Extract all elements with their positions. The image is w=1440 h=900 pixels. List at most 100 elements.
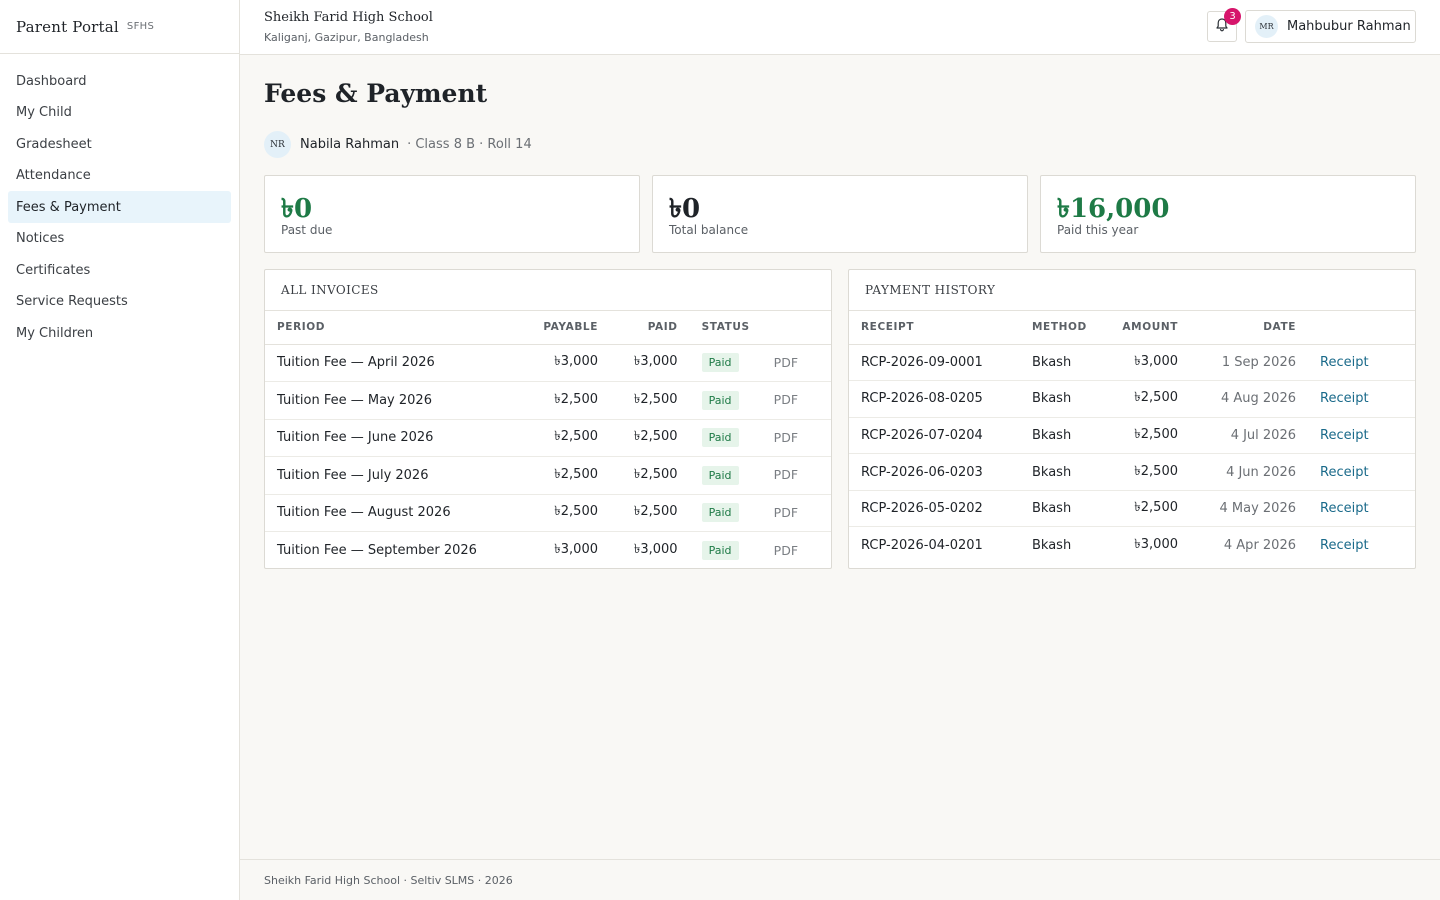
pdf-link[interactable]: PDF: [773, 429, 799, 445]
stat-card-total-balance: ৳0 Total balance: [652, 175, 1028, 253]
payment-history-title: PAYMENT HISTORY: [849, 270, 1415, 311]
table-row: Tuition Fee — September 2026 ৳3,000 ৳3,0…: [265, 532, 831, 570]
user-avatar: MR: [1255, 15, 1278, 38]
invoice-paid: ৳2,500: [610, 494, 690, 532]
table-row: RCP-2026-04-0201 Bkash ৳3,000 4 Apr 2026…: [849, 527, 1415, 564]
footer-text: Sheikh Farid High School · Seltiv SLMS ·…: [264, 873, 513, 887]
invoice-period: Tuition Fee — June 2026: [265, 419, 532, 457]
status-badge: Paid: [701, 353, 739, 373]
invoice-payable: ৳2,500: [531, 494, 610, 532]
sidebar-item-gradesheet[interactable]: Gradesheet: [16, 136, 92, 152]
stat-label: Paid this year: [1057, 223, 1139, 237]
status-badge: Paid: [701, 541, 739, 560]
status-badge: Paid: [701, 503, 739, 523]
notification-count-badge: 3: [1224, 8, 1241, 25]
column-header-payable: PAYABLE: [531, 311, 610, 345]
school-name: Sheikh Farid High School: [264, 10, 433, 25]
payment-date: 1 Sep 2026: [1190, 344, 1308, 382]
invoice-payable: ৳2,500: [531, 456, 610, 495]
receipt-link[interactable]: Receipt: [1320, 538, 1369, 554]
payment-date: 4 Aug 2026: [1190, 380, 1308, 418]
receipt-link[interactable]: Receipt: [1320, 464, 1369, 480]
column-header-actions: [761, 311, 831, 345]
payment-amount: ৳3,000: [1134, 537, 1178, 553]
payment-method: Bkash: [1020, 380, 1110, 418]
pdf-link[interactable]: PDF: [773, 467, 799, 483]
receipt-link[interactable]: Receipt: [1320, 391, 1369, 407]
receipt-link[interactable]: Receipt: [1320, 427, 1369, 443]
invoice-paid: ৳2,500: [610, 419, 690, 457]
status-badge: Paid: [701, 465, 739, 485]
invoices-title: ALL INVOICES: [265, 270, 831, 311]
sidebar-item-attendance[interactable]: Attendance: [16, 168, 91, 183]
payment-method: Bkash: [1020, 453, 1110, 491]
receipt-link[interactable]: Receipt: [1320, 354, 1369, 370]
payment-amount: ৳2,500: [1110, 417, 1190, 455]
pdf-link[interactable]: PDF: [773, 354, 799, 370]
table-row: Tuition Fee — April 2026 ৳3,000 ৳3,000 P…: [265, 344, 831, 382]
stat-label: Total balance: [669, 223, 749, 237]
table-row: RCP-2026-06-0203 Bkash ৳2,500 4 Jun 2026…: [849, 453, 1415, 491]
receipt-number: RCP-2026-09-0001: [849, 344, 1020, 382]
sidebar-item-fees-payment[interactable]: Fees & Payment: [8, 191, 231, 223]
table-row: Tuition Fee — July 2026 ৳2,500 ৳2,500 Pa…: [265, 456, 831, 495]
column-header-actions: [1308, 311, 1415, 345]
column-header-date: DATE: [1190, 311, 1308, 345]
student-avatar: NR: [264, 131, 291, 158]
payment-amount: ৳2,500: [1110, 490, 1190, 528]
invoice-payable: ৳3,000: [531, 344, 610, 382]
receipt-number: RCP-2026-08-0205: [849, 380, 1020, 418]
sidebar-item-dashboard[interactable]: Dashboard: [16, 73, 87, 89]
pdf-link[interactable]: PDF: [773, 542, 799, 558]
stat-value: ৳16,000: [1057, 194, 1170, 224]
user-name: Mahbubur Rahman: [1287, 19, 1411, 34]
receipt-number: RCP-2026-06-0203: [849, 453, 1020, 491]
invoice-period: Tuition Fee — July 2026: [265, 456, 532, 495]
stat-label: Past due: [281, 223, 333, 237]
invoice-payable: ৳3,000: [554, 542, 598, 557]
footer: Sheikh Farid High School · Seltiv SLMS ·…: [240, 859, 1440, 900]
sidebar-item-service-requests[interactable]: Service Requests: [16, 294, 128, 309]
school-location: Kaliganj, Gazipur, Bangladesh: [264, 31, 429, 44]
column-header-status: STATUS: [689, 311, 762, 345]
page-title: Fees & Payment: [264, 79, 488, 108]
invoices-panel: ALL INVOICES PERIOD PAYABLE PAID STATUS …: [264, 269, 832, 569]
brand-title: Parent Portal: [16, 17, 119, 36]
top-header: Sheikh Farid High School Kaliganj, Gazip…: [240, 0, 1440, 55]
receipt-number: RCP-2026-07-0204: [849, 417, 1020, 455]
invoice-paid: ৳2,500: [610, 381, 690, 420]
payment-amount: ৳3,000: [1110, 344, 1190, 382]
payment-amount: ৳2,500: [1110, 453, 1190, 491]
invoices-table: PERIOD PAYABLE PAID STATUS Tuition Fee —…: [265, 311, 831, 569]
pdf-link[interactable]: PDF: [773, 392, 799, 408]
payment-method: Bkash: [1020, 417, 1110, 455]
student-info: NR Nabila Rahman · Class 8 B · Roll 14: [264, 131, 532, 158]
invoice-period: Tuition Fee — May 2026: [265, 381, 532, 420]
invoice-paid: ৳3,000: [610, 344, 690, 382]
payment-date: 4 Jun 2026: [1190, 453, 1308, 491]
stat-card-paid-this-year: ৳16,000 Paid this year: [1040, 175, 1416, 253]
invoice-period: Tuition Fee — April 2026: [265, 344, 532, 382]
invoice-payable: ৳2,500: [531, 381, 610, 420]
payment-method: Bkash: [1020, 344, 1110, 382]
sidebar-item-my-child[interactable]: My Child: [16, 105, 72, 120]
pdf-link[interactable]: PDF: [773, 504, 799, 520]
invoice-payable: ৳2,500: [531, 419, 610, 457]
user-menu-button[interactable]: MR Mahbubur Rahman: [1245, 10, 1416, 43]
payment-method: Bkash: [1032, 538, 1072, 554]
payment-method: Bkash: [1020, 490, 1110, 528]
sidebar-item-my-children[interactable]: My Children: [16, 325, 94, 341]
brand: Parent Portal SFHS: [0, 0, 239, 54]
student-meta: · Class 8 B · Roll 14: [407, 137, 532, 152]
invoice-period: Tuition Fee — September 2026: [277, 543, 477, 558]
brand-tag: SFHS: [126, 21, 155, 32]
sidebar-item-notices[interactable]: Notices: [16, 231, 65, 246]
table-row: Tuition Fee — May 2026 ৳2,500 ৳2,500 Pai…: [265, 381, 831, 420]
table-row: RCP-2026-05-0202 Bkash ৳2,500 4 May 2026…: [849, 490, 1415, 528]
invoice-paid: ৳3,000: [633, 542, 678, 557]
student-name: Nabila Rahman: [300, 137, 400, 152]
column-header-amount: AMOUNT: [1110, 311, 1190, 345]
receipt-link[interactable]: Receipt: [1320, 501, 1369, 517]
table-row: RCP-2026-07-0204 Bkash ৳2,500 4 Jul 2026…: [849, 417, 1415, 455]
sidebar-item-certificates[interactable]: Certificates: [16, 262, 91, 278]
